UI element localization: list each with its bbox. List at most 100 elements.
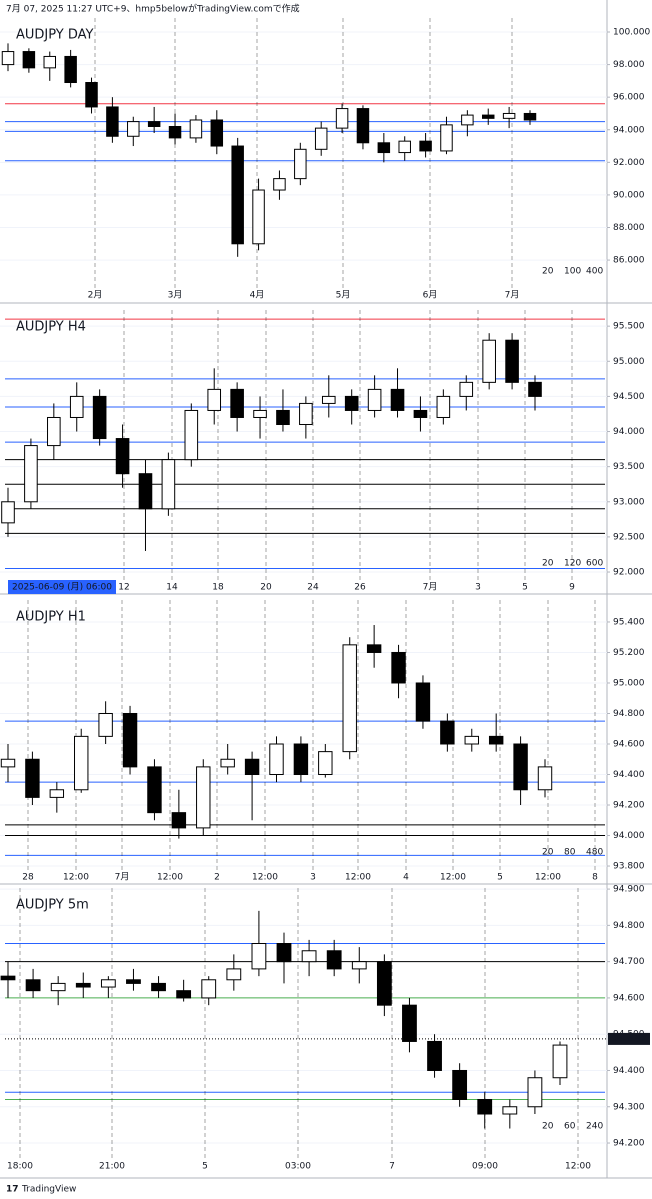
y-tick-label: 100.000	[613, 28, 650, 38]
candle-body	[184, 409, 199, 461]
candle-body	[69, 395, 84, 418]
candle-body	[335, 108, 349, 129]
x-tick-label: 2	[214, 873, 220, 883]
y-tick-label: 94.400	[613, 1066, 645, 1076]
x-tick-label: 20	[260, 583, 272, 593]
pane-title: AUDJPY 5m	[16, 898, 89, 913]
candle-body	[273, 178, 286, 191]
legend-entry: 240	[586, 1122, 603, 1132]
candle-body	[138, 473, 153, 510]
x-tick-label: 12:00	[252, 873, 278, 883]
candle-body	[230, 388, 244, 418]
y-tick-label: 92.000	[613, 158, 645, 168]
x-tick-label: 5	[202, 1162, 208, 1172]
candle-body	[440, 720, 455, 745]
candle-body	[376, 961, 392, 1006]
candle-body	[196, 766, 211, 829]
candle-body	[168, 125, 182, 139]
candle-body	[377, 142, 391, 154]
candle-body	[523, 112, 537, 121]
candle-body	[294, 148, 307, 180]
candle-body	[176, 990, 192, 999]
candle-body	[226, 968, 242, 981]
candle-body	[502, 1106, 518, 1115]
x-tick-label: 12:00	[440, 873, 466, 883]
candle-body	[253, 409, 267, 418]
candle-body	[419, 140, 432, 152]
footer: TradingView	[21, 1185, 76, 1195]
candle-body	[505, 339, 519, 383]
x-tick-label: 4月	[250, 290, 265, 301]
candle-body	[415, 682, 431, 722]
candle-body	[231, 145, 244, 245]
candle-body	[276, 409, 290, 426]
y-tick-label: 94.700	[613, 957, 645, 967]
candle-body	[299, 402, 313, 426]
candle-body	[100, 979, 116, 988]
x-tick-label: 3月	[168, 290, 183, 301]
candle-body	[244, 758, 260, 776]
y-tick-label: 94.400	[613, 770, 645, 780]
candle-body	[126, 979, 141, 984]
date-label-bg	[8, 580, 116, 594]
legend-entry: 20	[542, 1122, 554, 1132]
candle-body	[0, 758, 16, 768]
candle-body	[74, 735, 89, 791]
candle-body	[402, 1004, 417, 1042]
candle-body	[513, 743, 528, 791]
candle-body	[326, 950, 342, 970]
candle-body	[537, 766, 553, 791]
x-tick-label: 21:00	[99, 1162, 125, 1172]
candle-body	[22, 51, 36, 69]
x-tick-label: 7月	[115, 872, 130, 883]
x-tick-label: 7月	[423, 582, 438, 593]
y-tick-label: 94.000	[613, 125, 645, 135]
candle-body	[151, 982, 166, 992]
candle-body	[293, 743, 309, 776]
legend-entry: 80	[564, 848, 576, 858]
pane-title: AUDJPY H4	[16, 320, 86, 335]
candle-body	[47, 416, 61, 447]
candle-body	[464, 735, 479, 745]
y-tick-label: 94.000	[613, 831, 645, 841]
candle-body	[459, 381, 474, 397]
candle-body	[75, 982, 91, 988]
candle-body	[344, 395, 359, 411]
candle-body	[436, 395, 451, 418]
candle-body	[502, 112, 516, 119]
candle-body	[1, 501, 15, 524]
y-tick-label: 95.400	[613, 617, 645, 627]
candle-body	[413, 409, 428, 418]
candle-body	[321, 395, 336, 404]
y-tick-label: 90.000	[613, 190, 645, 200]
x-tick-label: 3	[310, 873, 316, 883]
candle-body	[1, 51, 15, 66]
last-price-label: 94.487	[612, 1034, 647, 1044]
y-tick-label: 94.200	[613, 1139, 645, 1149]
candle-body	[318, 751, 333, 776]
x-tick-label: 2月	[88, 290, 103, 301]
date-label: 2025-06-09 (月) 06:00	[12, 582, 112, 593]
x-tick-label: 6月	[423, 290, 438, 301]
last-price-bg	[608, 1032, 650, 1045]
y-tick-label: 93.800	[613, 862, 645, 872]
y-tick-label: 95.000	[613, 357, 645, 367]
candle-body	[351, 961, 367, 970]
y-tick-label: 95.500	[613, 322, 645, 332]
candle-body	[366, 644, 382, 653]
pane-title: AUDJPY DAY	[16, 28, 94, 43]
legend-entry: 20	[542, 848, 554, 858]
candle-body	[210, 119, 224, 147]
candle-body	[552, 1044, 568, 1079]
candle-body	[314, 127, 328, 150]
candle-body	[220, 758, 235, 768]
y-tick-label: 93.000	[613, 497, 645, 507]
candle-body	[482, 339, 496, 383]
candle-body	[251, 943, 267, 970]
y-tick-label: 92.500	[613, 532, 645, 542]
candle-body	[440, 124, 453, 152]
candle-body	[301, 950, 317, 963]
pane-title: AUDJPY H1	[16, 610, 86, 625]
